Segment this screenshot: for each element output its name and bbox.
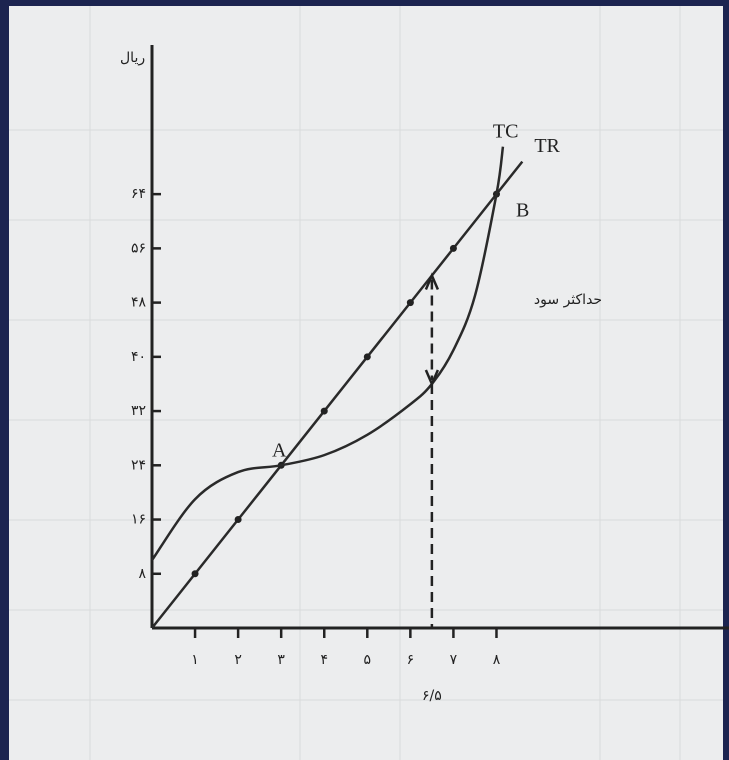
y-axis-label: ریال — [120, 50, 145, 66]
y-tick-label: ۴۸ — [131, 295, 147, 311]
y-tick-label: ۴۰ — [131, 349, 146, 365]
y-tick-label: ۳۲ — [131, 403, 146, 419]
x-tick-label: ۶ — [407, 652, 415, 668]
y-tick-label: ۱۶ — [131, 512, 146, 528]
faint-table — [9, 6, 723, 760]
y-tick-label: ۲۴ — [131, 457, 146, 473]
annotation: حداکثر سود — [534, 292, 602, 308]
point — [234, 516, 242, 524]
x-tick-label: ۷ — [450, 652, 458, 668]
series-label: TR — [534, 135, 560, 157]
x-tick-label: ۴ — [320, 652, 328, 668]
point — [449, 244, 457, 252]
series-line — [150, 146, 505, 561]
point — [363, 353, 371, 361]
series-line — [151, 160, 524, 629]
x-tick-label: ۵ — [364, 652, 372, 668]
point — [320, 407, 328, 415]
x-tick-label: ۳ — [277, 652, 285, 668]
point-label: A — [272, 440, 287, 462]
x-marker-label: ۶/۵ — [422, 688, 442, 704]
y-tick-label: ۵۶ — [131, 240, 146, 256]
y-tick-label: ۶۴ — [131, 186, 146, 202]
paper — [9, 6, 723, 760]
arrow-head — [424, 369, 440, 388]
series-label: TC — [493, 120, 519, 142]
x-tick-label: ۸ — [493, 652, 501, 668]
point — [406, 299, 414, 307]
point-label: B — [516, 200, 529, 222]
x-tick-label: ۲ — [234, 652, 242, 668]
x-tick-label: ۱ — [191, 652, 199, 668]
point — [191, 570, 199, 578]
y-tick-label: ۸ — [138, 566, 146, 582]
arrow-head — [424, 272, 440, 290]
